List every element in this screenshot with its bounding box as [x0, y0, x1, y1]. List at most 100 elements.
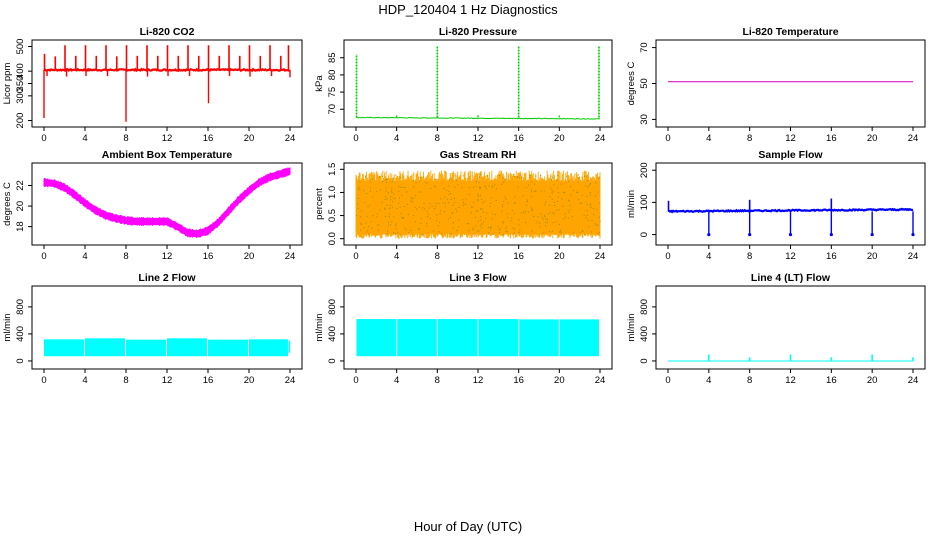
data-point	[424, 181, 426, 183]
data-point	[503, 180, 505, 182]
data-point	[505, 228, 507, 230]
data-point	[413, 186, 415, 188]
data-point	[415, 221, 417, 223]
data-point	[395, 174, 397, 176]
data-point	[514, 175, 516, 177]
data-point	[595, 224, 597, 226]
data-point	[545, 225, 547, 227]
data-point	[426, 182, 428, 184]
data-point	[391, 206, 393, 208]
data-point	[395, 178, 397, 180]
data-point	[484, 185, 486, 187]
data-point	[551, 177, 553, 179]
y-tick-label: 0.0	[327, 232, 338, 245]
data-point	[386, 181, 388, 183]
data-point	[384, 179, 386, 181]
data-point	[475, 210, 477, 212]
data-point	[586, 214, 588, 216]
data-point	[520, 212, 522, 214]
data-segment	[126, 339, 166, 357]
data-point	[406, 191, 408, 193]
x-tick-label: 8	[435, 375, 440, 386]
x-tick-label: 20	[244, 133, 255, 144]
panel-title: Line 4 (LT) Flow	[751, 272, 831, 284]
data-point	[456, 210, 458, 212]
data-point	[530, 206, 532, 208]
data-point	[391, 187, 393, 189]
data-point	[434, 186, 436, 188]
data-point	[535, 175, 537, 177]
data-point	[391, 191, 393, 193]
data-point	[450, 216, 452, 218]
y-axis-label: kPa	[314, 75, 325, 92]
data-point	[401, 194, 403, 196]
y-tick-label: 350	[15, 76, 26, 92]
data-point	[437, 179, 439, 181]
data-point	[529, 176, 531, 178]
data-point	[540, 190, 542, 192]
x-tick-label: 16	[826, 133, 837, 144]
data-point	[429, 203, 431, 205]
x-tick-label: 0	[41, 133, 46, 144]
data-point	[393, 216, 395, 218]
data-point	[378, 229, 380, 231]
y-tick-label: 1.5	[327, 163, 338, 176]
figure-xlabel: Hour of Day (UTC)	[414, 519, 522, 534]
data-point	[430, 187, 432, 189]
data-point	[441, 232, 443, 234]
panel-temperature: Li-820 Temperature degrees C 0 4 8 12 16 20 24 30…	[626, 26, 926, 144]
data-point	[381, 202, 383, 204]
data-point	[572, 189, 574, 191]
data-point	[598, 232, 600, 234]
data-point	[470, 212, 472, 214]
data-point	[458, 206, 460, 208]
data-point	[385, 216, 387, 218]
data-line	[667, 207, 914, 214]
data-point	[547, 175, 549, 177]
figure-title: HDP_120404 1 Hz Diagnostics	[378, 2, 558, 17]
data-point	[568, 199, 570, 201]
data-point	[558, 231, 560, 233]
data-point	[458, 219, 460, 221]
data-point	[472, 201, 474, 203]
data-point	[408, 232, 410, 234]
data-point	[360, 229, 362, 231]
x-tick-label: 8	[123, 133, 128, 144]
x-tick-label: 8	[435, 251, 440, 262]
data-point	[534, 183, 536, 185]
data-point	[453, 197, 455, 199]
data-point	[457, 226, 459, 228]
data-point	[404, 206, 406, 208]
data-point	[513, 202, 515, 204]
data-point	[415, 182, 417, 184]
data-point	[419, 177, 421, 179]
data-point	[411, 198, 413, 200]
data-point	[557, 196, 559, 198]
data-point	[392, 181, 394, 183]
data-point	[403, 187, 405, 189]
data-segment	[85, 338, 125, 357]
data-point	[521, 177, 523, 179]
data-point	[587, 219, 589, 221]
x-tick-label: 0	[353, 133, 358, 144]
data-point	[452, 204, 454, 206]
data-point	[479, 225, 481, 227]
data-point	[563, 192, 565, 194]
y-axis-label: ml/min	[626, 314, 637, 342]
data-point	[491, 186, 493, 188]
panel-rh: Gas Stream RH percent 0 4 8 12 16 20 24 0.0 0.5 1.0…	[314, 149, 613, 262]
data-point	[561, 198, 563, 200]
data-point	[389, 204, 391, 206]
spike-point	[707, 232, 711, 237]
data-point	[398, 190, 400, 192]
data-point	[594, 223, 596, 225]
data-point	[531, 230, 533, 232]
x-tick-label: 24	[908, 375, 919, 386]
data-point	[525, 222, 527, 224]
data-point	[400, 186, 402, 188]
y-tick-label: 800	[639, 299, 650, 315]
y-tick-label: 80	[327, 70, 338, 81]
data-point	[540, 174, 542, 176]
data-point	[535, 190, 537, 192]
data-point	[531, 189, 533, 191]
